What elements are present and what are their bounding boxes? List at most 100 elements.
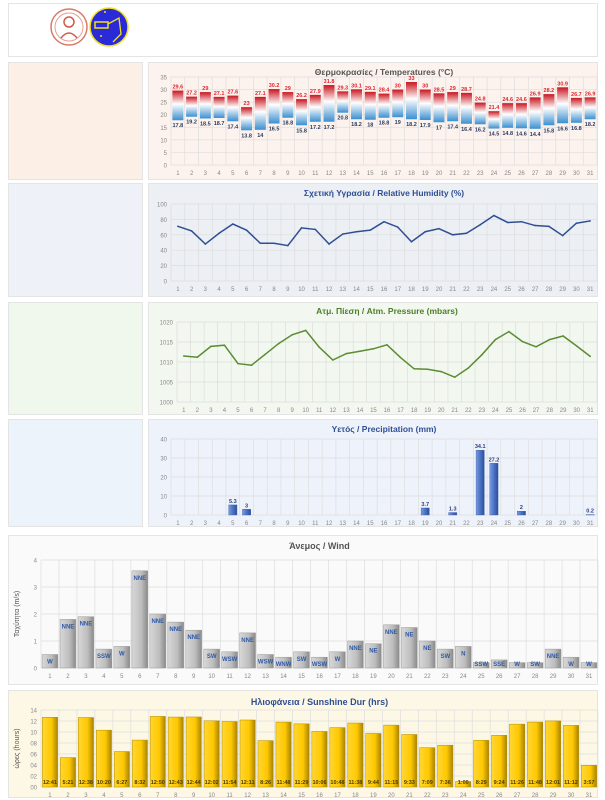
y-tick-label: 40: [160, 438, 167, 444]
x-tick-label: 28: [546, 408, 553, 414]
x-tick-label: 2: [190, 521, 194, 527]
x-tick-label: 14: [357, 408, 364, 414]
sunshine-bar: [563, 725, 579, 788]
x-tick-label: 20: [436, 287, 443, 293]
x-tick-label: 27: [532, 287, 539, 293]
x-tick-label: 29: [559, 287, 566, 293]
sunshine-duration-label: 11:48: [528, 780, 542, 786]
min-temp-label: 16.2: [475, 127, 486, 133]
x-tick-label: 31: [587, 521, 594, 527]
x-tick-label: 12: [326, 171, 333, 177]
wind-speed-bar: [95, 648, 113, 669]
x-tick-label: 12: [244, 674, 251, 680]
x-tick-label: 8: [277, 408, 281, 414]
sunshine-duration-label: 11:48: [277, 780, 291, 786]
x-tick-label: 4: [217, 171, 221, 177]
max-temp-label: 27.1: [255, 91, 266, 97]
x-tick-label: 1: [48, 793, 52, 799]
wind-direction-label: W: [568, 662, 574, 668]
x-tick-label: 18: [352, 674, 359, 680]
data-point: [328, 243, 330, 245]
precipitation-label: 34.1: [475, 444, 486, 450]
x-tick-label: 28: [546, 287, 553, 293]
x-tick-label: 16: [316, 674, 323, 680]
x-tick-label: 28: [532, 793, 539, 799]
x-tick-label: 11: [316, 408, 323, 414]
sunshine-bar: [455, 781, 472, 788]
x-tick-label: 25: [504, 171, 511, 177]
data-point: [410, 240, 413, 243]
x-tick-label: 13: [262, 793, 269, 799]
data-point: [562, 335, 564, 337]
temperature-range-bar: [515, 103, 527, 129]
humidity-chart: Σχετική Υγρασία / Relative Humidity (%) 0…: [148, 183, 598, 297]
x-tick-label: 14: [353, 287, 360, 293]
y-tick-label: 10: [30, 731, 37, 737]
x-tick-label: 21: [406, 793, 413, 799]
x-tick-label: 19: [370, 674, 377, 680]
x-tick-label: 19: [422, 521, 429, 527]
sunshine-bar: [78, 717, 94, 788]
x-tick-label: 3: [209, 408, 213, 414]
x-tick-label: 8: [272, 171, 276, 177]
temperature-range-bar: [543, 94, 555, 126]
max-temp-label: 27.2: [186, 91, 197, 97]
x-tick-label: 26: [518, 521, 525, 527]
wind-direction-label: WSW: [312, 662, 328, 668]
data-point: [548, 225, 550, 228]
wind-direction-label: NE: [423, 646, 431, 652]
max-temp-label: 27.1: [214, 91, 225, 97]
x-tick-label: 12: [329, 408, 336, 414]
sunshine-duration-label: 12:01: [546, 780, 560, 786]
max-temp-label: 29: [202, 86, 208, 92]
x-tick-label: 29: [560, 408, 567, 414]
x-tick-label: 31: [586, 674, 593, 680]
y-tick-label: 35: [160, 76, 167, 82]
min-temp-label: 14.8: [502, 131, 513, 137]
wind-chart: Άνεμος / Wind Ταχύτητα (m/s) 0 1 2 3 4 1 2 3 4 5 6 7 8…: [8, 535, 599, 685]
x-tick-label: 13: [262, 674, 269, 680]
wind-direction-label: SW: [530, 662, 540, 668]
x-tick-label: 6: [138, 674, 142, 680]
chart-title: Ηλιοφάνεια / Sunshine Dur (hrs): [251, 697, 388, 707]
min-temp-label: 16.8: [571, 126, 582, 132]
temperature-range-bar: [364, 91, 376, 120]
sunshine-bar: [419, 747, 436, 788]
x-tick-label: 14: [353, 521, 360, 527]
x-tick-label: 10: [208, 793, 215, 799]
x-tick-label: 2: [66, 674, 70, 680]
max-temp-label: 30.9: [557, 81, 568, 87]
x-tick-label: 27: [514, 674, 521, 680]
x-tick-label: 17: [394, 287, 401, 293]
wind-speed-bar: [221, 651, 238, 669]
data-point: [264, 353, 266, 356]
wind-speed-bar: [383, 624, 400, 669]
y-tick-label: 20: [160, 476, 167, 482]
data-point: [341, 233, 344, 235]
x-tick-label: 8: [272, 287, 276, 293]
sunshine-duration-label: 5:21: [62, 780, 73, 786]
x-tick-label: 27: [533, 408, 540, 414]
min-temp-label: 18.7: [214, 121, 225, 127]
temperature-range-bar: [172, 90, 184, 121]
data-point: [273, 242, 275, 245]
x-tick-label: 22: [424, 793, 431, 799]
x-tick-label: 27: [532, 171, 539, 177]
data-point: [535, 346, 537, 348]
x-tick-label: 15: [298, 793, 305, 799]
sunshine-bar: [365, 733, 382, 788]
data-point: [440, 370, 442, 373]
data-point: [589, 355, 592, 358]
x-tick-label: 9: [192, 793, 196, 799]
min-temp-label: 17.2: [324, 125, 335, 131]
x-tick-label: 10: [302, 408, 309, 414]
x-tick-label: 4: [223, 408, 227, 414]
x-tick-label: 13: [339, 171, 346, 177]
temperature-range-bar: [309, 94, 321, 122]
sunshine-duration-label: 9:24: [494, 780, 506, 786]
x-tick-label: 25: [504, 287, 511, 293]
wind-speed-bar: [131, 570, 148, 669]
sunshine-duration-label: 12:43: [169, 780, 183, 786]
x-tick-label: 2: [190, 287, 194, 293]
max-temp-label: 26.2: [296, 93, 307, 99]
